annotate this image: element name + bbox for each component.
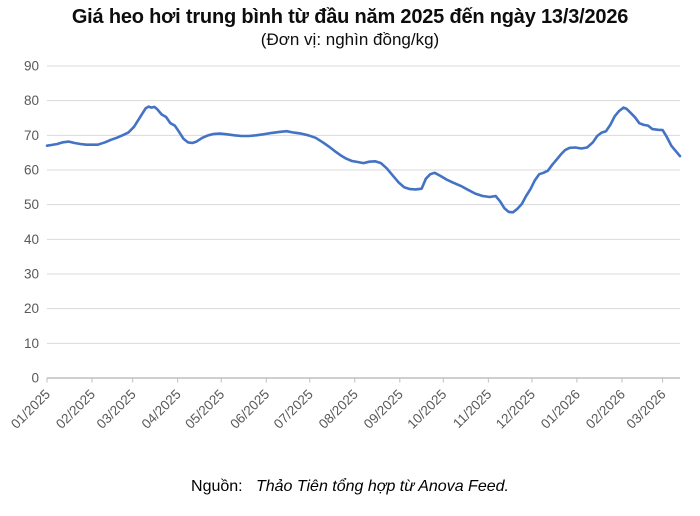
x-axis-tick-label: 12/2025 — [493, 387, 538, 432]
x-axis-tick-label: 09/2025 — [361, 387, 406, 432]
x-axis-tick-label: 05/2025 — [182, 387, 227, 432]
x-axis-tick-label: 08/2025 — [316, 387, 361, 432]
x-axis-tick-label: 01/2025 — [8, 387, 53, 432]
x-axis-tick-label: 02/2025 — [53, 387, 98, 432]
x-axis-tick-label: 01/2026 — [538, 387, 583, 432]
x-axis-tick-label: 03/2025 — [94, 387, 139, 432]
y-axis-tick-label: 10 — [24, 336, 39, 351]
y-axis-tick-label: 80 — [24, 93, 39, 108]
x-axis-tick-label: 11/2025 — [450, 387, 494, 431]
y-axis-tick-label: 40 — [24, 232, 39, 247]
x-axis-tick-label: 03/2026 — [624, 387, 669, 432]
y-axis-tick-label: 70 — [24, 128, 39, 143]
y-axis-tick-label: 90 — [24, 59, 39, 74]
y-axis-tick-label: 20 — [24, 301, 39, 316]
x-axis-tick-label: 04/2025 — [139, 387, 184, 432]
chart-title: Giá heo hơi trung bình từ đầu năm 2025 đ… — [71, 6, 629, 28]
source-text: Thảo Tiên tổng hợp từ Anova Feed. — [255, 478, 509, 495]
source-prefix: Nguồn: — [191, 478, 243, 495]
y-axis-tick-label: 30 — [24, 267, 39, 282]
chart-unit-label: (Đơn vị: nghìn đồng/kg) — [260, 30, 440, 49]
price-series-line — [45, 105, 682, 214]
y-axis-tick-label: 0 — [31, 371, 39, 386]
x-axis-tick-label: 06/2025 — [227, 387, 272, 432]
price-line-chart: 0 10 20 30 40 50 60 70 80 90 01/2025 02/202503/2025… — [8, 59, 682, 432]
x-axis-tick-label: 10/2025 — [404, 387, 449, 432]
x-axis-tick-label: 02/2026 — [583, 387, 628, 432]
x-axis-tick-label: 07/2025 — [271, 387, 316, 432]
y-axis-tick-label: 50 — [24, 197, 39, 212]
source-note: Nguồn: Thảo Tiên tổng hợp từ Anova Feed. — [0, 478, 700, 496]
y-axis-tick-label: 60 — [24, 163, 39, 178]
